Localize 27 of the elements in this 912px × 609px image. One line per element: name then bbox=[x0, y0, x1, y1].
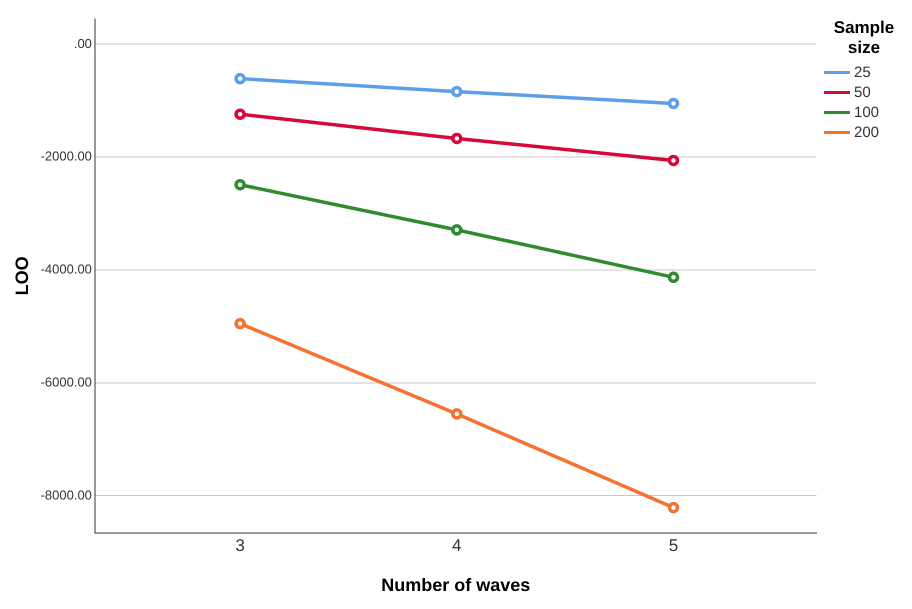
legend-title: Sample size bbox=[832, 18, 896, 58]
y-tick-label: -4000.00 bbox=[40, 262, 92, 277]
point bbox=[234, 108, 246, 120]
point bbox=[668, 154, 680, 166]
legend-label: 25 bbox=[854, 64, 871, 80]
point bbox=[234, 72, 246, 84]
point bbox=[451, 132, 463, 144]
legend-label: 100 bbox=[854, 104, 880, 120]
x-tick-label: 5 bbox=[668, 536, 678, 555]
point bbox=[451, 408, 463, 420]
point bbox=[668, 502, 680, 514]
point bbox=[234, 178, 246, 190]
point bbox=[234, 318, 246, 330]
legend-label: 50 bbox=[854, 84, 871, 100]
x-axis-title: Number of waves bbox=[381, 575, 530, 596]
y-tick-label: .00 bbox=[74, 36, 92, 51]
point bbox=[451, 224, 463, 236]
point bbox=[668, 98, 680, 110]
y-tick-label: -2000.00 bbox=[40, 148, 92, 164]
y-axis-title: LOO bbox=[12, 256, 32, 296]
legend-label: 200 bbox=[854, 124, 880, 140]
x-tick-label: 4 bbox=[452, 536, 462, 555]
point bbox=[451, 86, 463, 98]
y-tick-label: -8000.00 bbox=[40, 487, 92, 502]
point bbox=[668, 272, 680, 284]
x-tick-label: 3 bbox=[235, 536, 245, 555]
y-tick-label: -6000.00 bbox=[40, 374, 92, 390]
